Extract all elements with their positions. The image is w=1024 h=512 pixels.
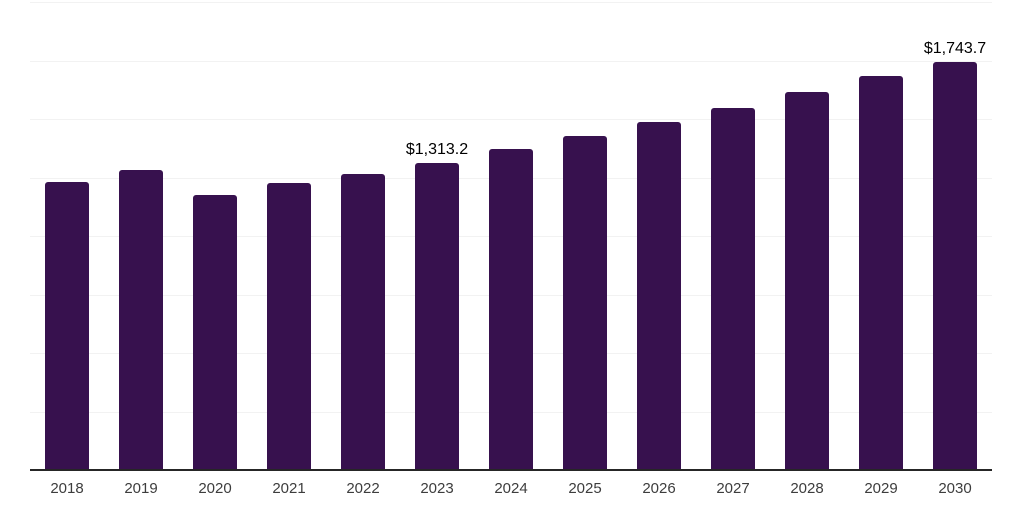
bar-value-label: $1,743.7 (923, 39, 987, 57)
bar-2027 (711, 108, 755, 470)
bar-value-label: $1,313.2 (405, 140, 469, 158)
x-tick-label: 2027 (716, 480, 750, 497)
plot-area: $1,313.2 $1,743.7 (30, 2, 992, 471)
gridline (30, 60, 992, 62)
bar-slot (326, 2, 400, 470)
bar-2028 (785, 92, 829, 470)
bar-2019 (119, 170, 163, 470)
x-tick-label: 2024 (494, 480, 528, 497)
x-tick-label: 2029 (864, 480, 898, 497)
x-tick-label: 2028 (790, 480, 824, 497)
bar-slot (104, 2, 178, 470)
bar-slot (548, 2, 622, 470)
x-tick-label: 2022 (346, 480, 380, 497)
bar-slot (474, 2, 548, 470)
bar-2026 (637, 122, 681, 470)
bar-slot (252, 2, 326, 470)
bar-slot (844, 2, 918, 470)
bar-slot: $1,743.7 (918, 2, 992, 470)
bar-slot (770, 2, 844, 470)
bar-slot (696, 2, 770, 470)
bars-layer: $1,313.2 $1,743.7 (30, 2, 992, 470)
bar-2030 (933, 61, 977, 470)
x-tick-label: 2020 (198, 480, 232, 497)
x-axis-tick-labels: 2018 2019 2020 2021 2022 2023 2024 2025 2026 2027… (30, 479, 992, 499)
bar-slot (30, 2, 104, 470)
bar-2025 (563, 136, 607, 470)
x-tick-label: 2021 (272, 480, 306, 497)
bar-2020 (193, 195, 237, 470)
x-tick-label: 2026 (642, 480, 676, 497)
x-tick-label: 2018 (50, 480, 84, 497)
x-tick-label: 2030 (938, 480, 972, 497)
gridline (30, 119, 992, 120)
bar-2021 (267, 183, 311, 470)
bar-slot: $1,313.2 (400, 2, 474, 470)
bar-slot (622, 2, 696, 470)
bar-2024 (489, 149, 533, 470)
gridline (30, 2, 992, 3)
x-tick-label: 2025 (568, 480, 602, 497)
x-tick-label: 2023 (420, 480, 454, 497)
bar-2018 (45, 182, 89, 470)
bar-2023 (415, 162, 459, 470)
x-axis-line (30, 469, 992, 471)
bar-slot (178, 2, 252, 470)
bar-2022 (341, 173, 385, 470)
x-tick-label: 2019 (124, 480, 158, 497)
bar-2029 (859, 76, 903, 470)
